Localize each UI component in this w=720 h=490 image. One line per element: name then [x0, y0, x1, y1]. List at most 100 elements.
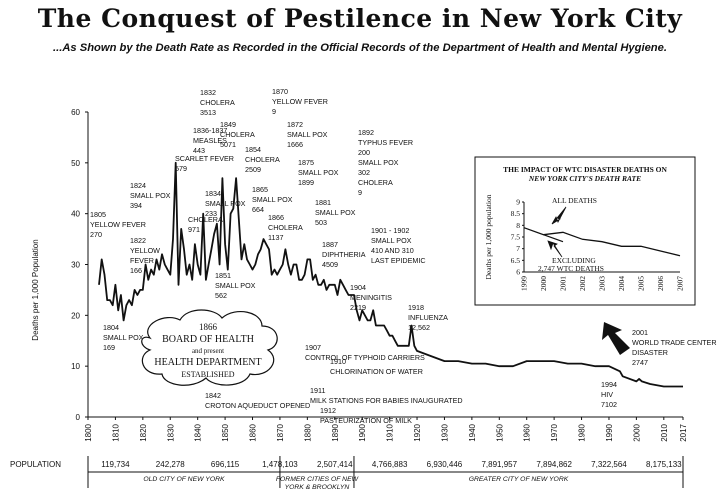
annotation-line: HIV	[601, 390, 613, 399]
x-tick-label: 1930	[440, 423, 449, 441]
annotation-line: YELLOW	[130, 246, 160, 255]
annotation-label: 1854 CHOLERA 2509	[245, 145, 280, 174]
annotation-line: 664	[252, 205, 264, 214]
annotation-line: CHOLERA	[200, 98, 235, 107]
population-value: 242,278	[156, 460, 185, 469]
inset-x-tick-label: 2007	[676, 276, 685, 291]
annotation-line: 1866	[268, 213, 284, 222]
inset-y-tick-label: 8.5	[511, 209, 521, 218]
annotation-line: 2509	[245, 165, 261, 174]
x-tick-label: 1880	[303, 423, 312, 441]
y-tick-label: 20	[71, 311, 80, 320]
annotation-line: 1887	[322, 240, 338, 249]
x-tick-label: 1950	[495, 423, 504, 441]
annotation-label: 1866 CHOLERA 1137	[268, 213, 303, 242]
inset-x-tick-label: 2000	[539, 276, 548, 291]
y-tick-label: 10	[71, 362, 80, 371]
annotation-line: SMALL POX	[215, 281, 256, 290]
population-value: 2,507,414	[317, 460, 353, 469]
x-tick-label: 1900	[358, 423, 367, 441]
annotation-line: 1899	[298, 178, 314, 187]
annotation-line: 503	[315, 218, 327, 227]
population-value: 7,322,564	[591, 460, 627, 469]
inset-y-tick-label: 7	[516, 244, 520, 253]
annotation-line: 971	[188, 225, 200, 234]
annotation-label: 1901 - 1902 SMALL POX 410 AND 310 LAST EPID…	[371, 226, 426, 265]
annotation-label: 1865 SMALL POX 664	[252, 185, 293, 214]
population-value: 119,734	[101, 460, 130, 469]
inset-y-tick-label: 9	[516, 198, 520, 207]
annotation-line: 9	[272, 107, 276, 116]
population-value: 7,891,957	[481, 460, 517, 469]
annotation-label: 1804 SMALL POX 169	[103, 323, 144, 352]
annotation-line: 7102	[601, 400, 617, 409]
annotation-label: 1836-1837 MEASLES 443	[193, 126, 227, 155]
annotation-line: PASTEURIZATION OF MILK	[320, 416, 412, 425]
y-tick-label: 60	[71, 108, 80, 117]
annotation-line: SMALL POX	[130, 191, 171, 200]
y-tick-label: 30	[71, 261, 80, 270]
x-tick-label: 2010	[660, 423, 669, 441]
x-tick-label: 1860	[249, 423, 258, 441]
annotation-label: 1851 SMALL POX 562	[215, 271, 256, 300]
annotation-line: 2747	[632, 358, 648, 367]
annotation-label: 2001 WORLD TRADE CENTER DISASTER 2747	[632, 328, 717, 367]
chart-axes: 0 10 20 30 40 50 60 1800 1810 1820 1830 1840 1850 186…	[71, 108, 688, 442]
annotation-line: DIPHTHERIA	[322, 250, 366, 259]
population-value: 4,766,883	[372, 460, 408, 469]
annotation-line: 1918	[408, 303, 424, 312]
annotation-label: 1918 INFLUENZA 12,562	[408, 303, 448, 332]
x-tick-label: 1850	[221, 423, 230, 441]
annotation-line: 1854	[245, 145, 261, 154]
annotation-line: 166	[130, 266, 142, 275]
population-value: 8,175,133	[646, 460, 682, 469]
annotation-line: CHOLERA	[220, 130, 255, 139]
annotation-label: 1994 HIV 7102	[601, 380, 617, 409]
annotation-line: 5071	[220, 140, 236, 149]
annotation-line: MEASLES	[193, 136, 227, 145]
annotation-line: SMALL POX	[358, 158, 399, 167]
annotation-line: SMALL POX	[205, 199, 246, 208]
annotation-line: 394	[130, 201, 142, 210]
annotation-line: 1875	[298, 158, 314, 167]
annotation-line: FEVER	[130, 256, 154, 265]
cloud-text-line: 1866	[199, 322, 218, 332]
x-tick-label: 1910	[386, 423, 395, 441]
inset-x-tick-label: 2001	[559, 276, 568, 291]
annotation-line: 4509	[322, 260, 338, 269]
annotation-line: 9	[358, 188, 362, 197]
x-tick-label: 1990	[605, 423, 614, 441]
annotation-line: SCARLET FEVER	[175, 154, 234, 163]
annotation-label: 1912 PASTEURIZATION OF MILK	[320, 406, 412, 425]
annotation-line: 562	[215, 291, 227, 300]
x-tick-label: 1980	[578, 423, 587, 441]
inset-frame	[474, 156, 696, 306]
annotation-label: 1892 TYPHUS FEVER 200 SMALL POX 302 CHOLERA 9	[358, 128, 413, 197]
annotation-line: 1911	[310, 386, 325, 395]
cloud-text-line: and present	[192, 347, 224, 355]
x-tick-label: 1830	[166, 423, 175, 441]
annotation-label: 1910 CHLORINATION OF WATER	[330, 357, 423, 376]
annotation-line: 233	[205, 209, 217, 218]
population-row: POPULATION 119,734 242,278 696,115 1,478,103…	[10, 456, 684, 490]
era-label: YORK & BROOKLYN	[285, 484, 350, 490]
x-tick-label: 1960	[523, 423, 532, 441]
annotation-line: CONTROL OF TYPHOID CARRIERS	[305, 353, 425, 362]
annotation-line: SMALL POX	[298, 168, 339, 177]
annotation-label: 1875 SMALL POX 1899	[298, 158, 339, 187]
x-tick-label: 2017	[679, 423, 688, 441]
annotation-line: SMALL POX	[371, 236, 412, 245]
annotation-label: CHOLERA 971	[188, 215, 223, 234]
annotation-line: 1666	[287, 140, 303, 149]
chart-title: The Conquest of Pestilence in New York C…	[37, 4, 683, 33]
annotation-line: 579	[175, 164, 187, 173]
annotation-line: SMALL POX	[315, 208, 356, 217]
wtc-arrow	[602, 322, 630, 355]
x-tick-label: 1870	[276, 423, 285, 441]
inset-excluding-label: EXCLUDING	[552, 256, 596, 265]
annotation-label: 1907 CONTROL OF TYPHOID CARRIERS	[305, 343, 425, 362]
annotation-line: 1836-1837	[193, 126, 227, 135]
inset-y-tick-label: 8	[516, 221, 520, 230]
